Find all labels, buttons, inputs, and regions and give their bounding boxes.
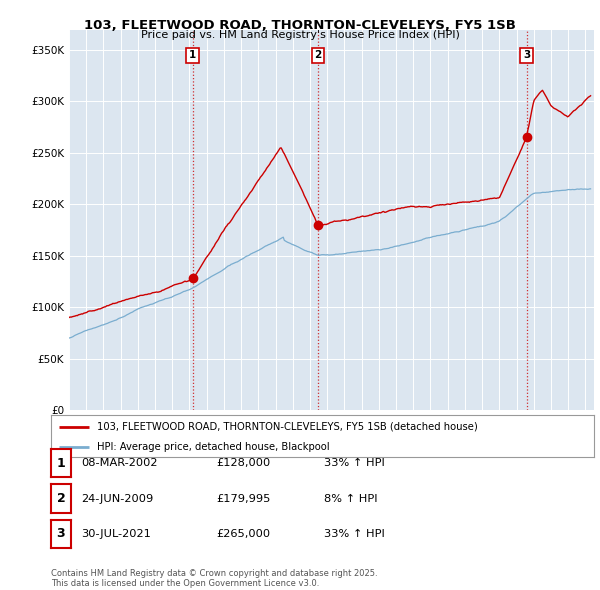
Text: £265,000: £265,000 [216,529,270,539]
Text: 3: 3 [523,50,530,60]
Text: 2: 2 [314,50,322,60]
Text: 103, FLEETWOOD ROAD, THORNTON-CLEVELEYS, FY5 1SB (detached house): 103, FLEETWOOD ROAD, THORNTON-CLEVELEYS,… [97,422,478,432]
Text: 8% ↑ HPI: 8% ↑ HPI [324,494,377,503]
Text: 24-JUN-2009: 24-JUN-2009 [81,494,153,503]
Text: 1: 1 [56,457,65,470]
Text: HPI: Average price, detached house, Blackpool: HPI: Average price, detached house, Blac… [97,442,330,451]
Text: 1: 1 [189,50,196,60]
Text: 103, FLEETWOOD ROAD, THORNTON-CLEVELEYS, FY5 1SB: 103, FLEETWOOD ROAD, THORNTON-CLEVELEYS,… [84,19,516,32]
Text: 33% ↑ HPI: 33% ↑ HPI [324,529,385,539]
Text: Price paid vs. HM Land Registry's House Price Index (HPI): Price paid vs. HM Land Registry's House … [140,30,460,40]
Text: 3: 3 [56,527,65,540]
Text: 08-MAR-2002: 08-MAR-2002 [81,458,157,468]
Text: 33% ↑ HPI: 33% ↑ HPI [324,458,385,468]
Text: 2: 2 [56,492,65,505]
Text: £128,000: £128,000 [216,458,270,468]
Text: 30-JUL-2021: 30-JUL-2021 [81,529,151,539]
Text: Contains HM Land Registry data © Crown copyright and database right 2025.
This d: Contains HM Land Registry data © Crown c… [51,569,377,588]
Text: £179,995: £179,995 [216,494,271,503]
